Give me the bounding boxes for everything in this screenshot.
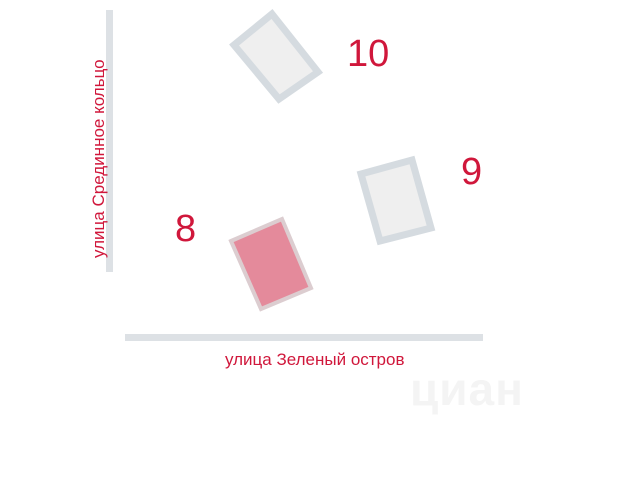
building-8[interactable]	[228, 216, 314, 312]
road-horizontal	[125, 334, 483, 341]
building-number-9: 9	[461, 151, 483, 193]
watermark-logo: циан	[410, 363, 524, 415]
street-label-vertical: улица Срединное кольцо	[89, 59, 108, 258]
building-9[interactable]	[356, 155, 436, 246]
road-vertical	[106, 10, 113, 272]
street-label-horizontal: улица Зеленый остров	[225, 350, 405, 369]
building-10[interactable]	[229, 9, 324, 104]
building-number-8: 8	[175, 208, 197, 250]
building-number-10: 10	[347, 33, 390, 75]
